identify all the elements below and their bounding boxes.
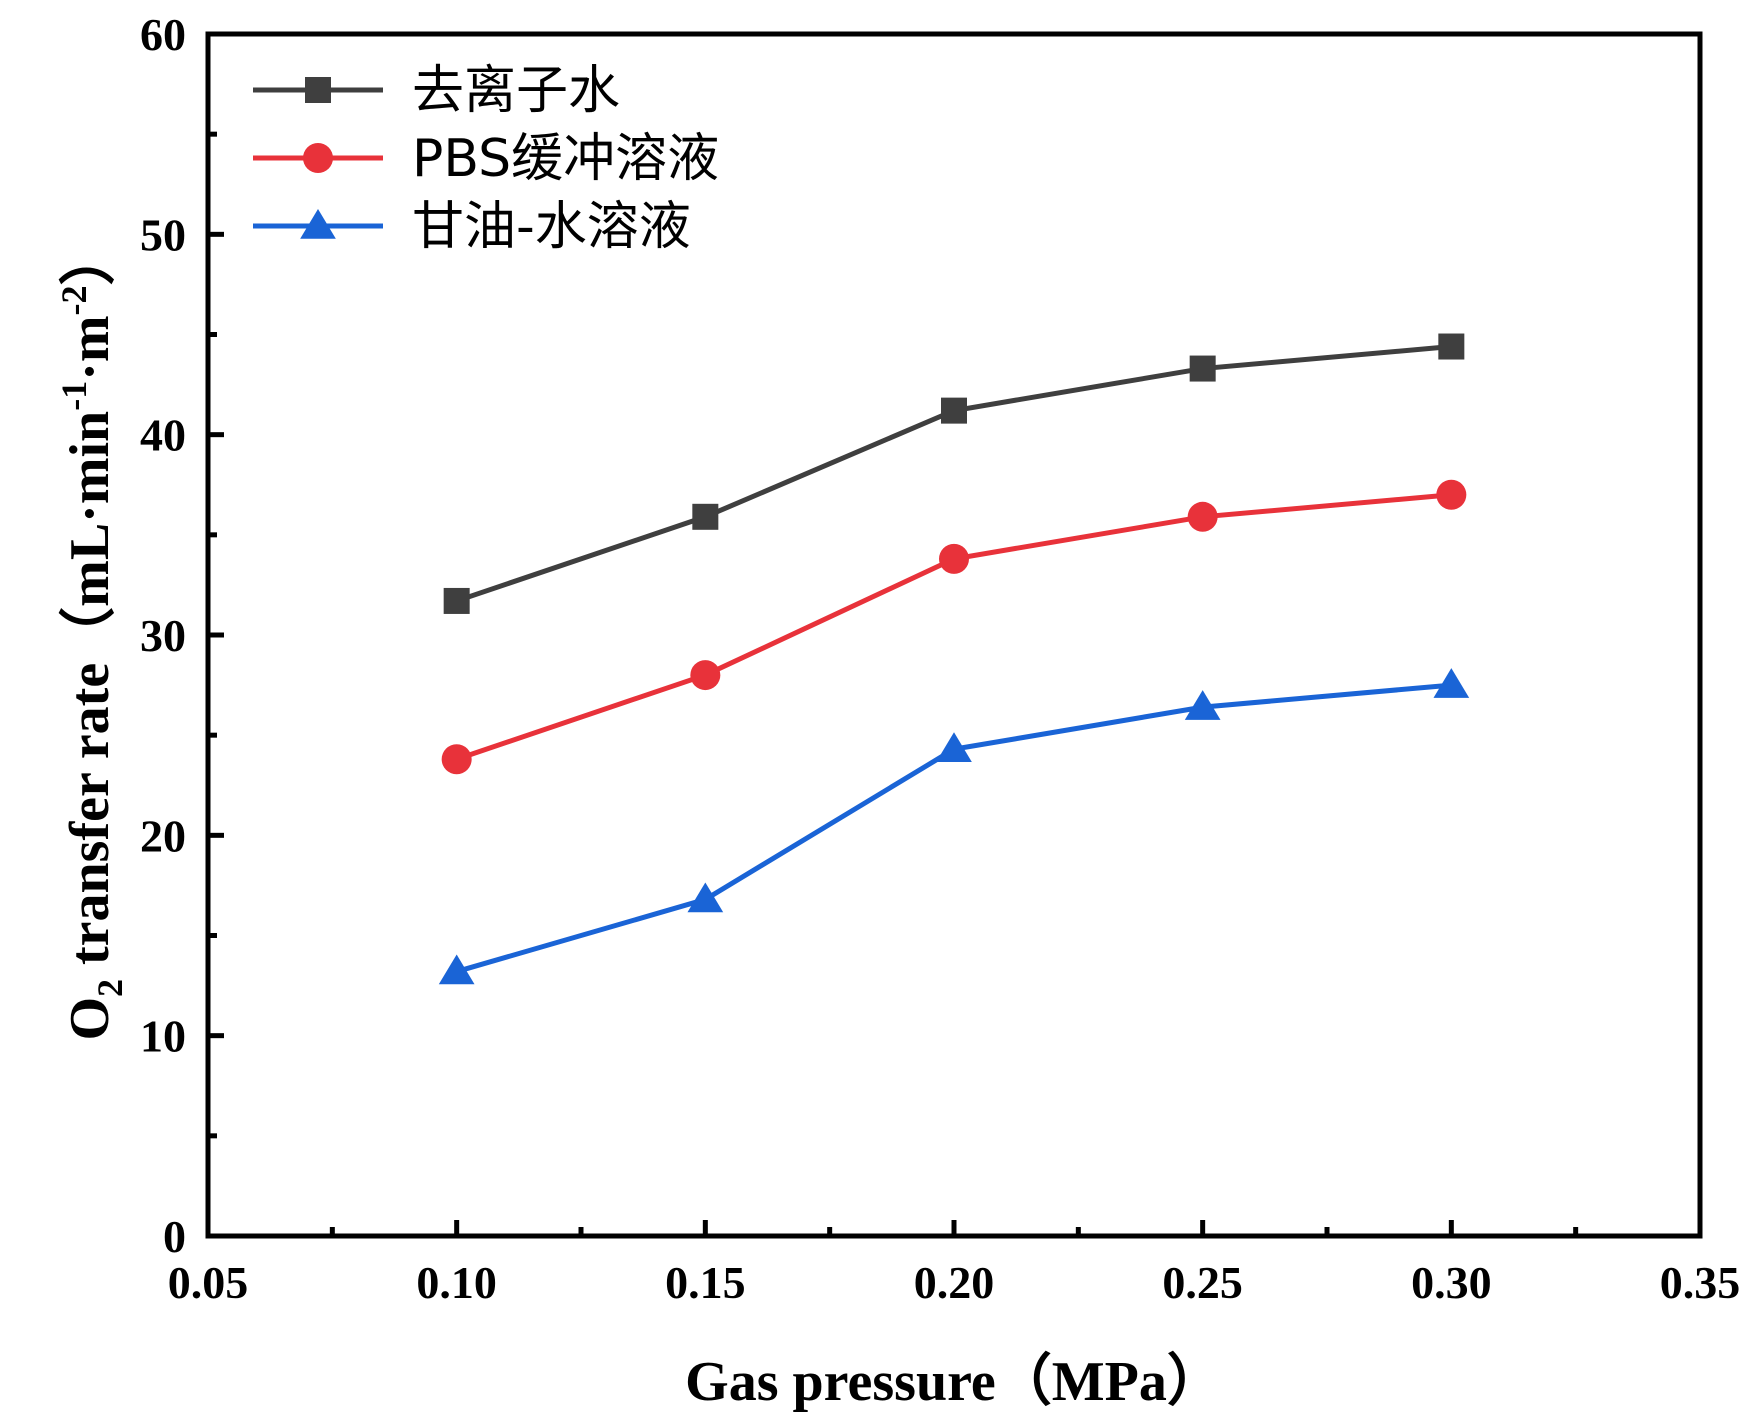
y-axis-title-superscript-1: -1 — [54, 381, 94, 411]
x-tick-label: 0.05 — [168, 1257, 249, 1308]
x-tick-label: 0.15 — [665, 1257, 746, 1308]
legend-label-0: 去离子水 — [412, 61, 620, 121]
series-lines — [455, 344, 1452, 974]
data-point-2-3 — [1184, 690, 1221, 720]
y-tick-label: 20 — [140, 810, 186, 861]
y-tick-label: 40 — [140, 410, 186, 461]
x-tick-label: 0.10 — [416, 1257, 497, 1308]
x-tick-label: 0.35 — [1660, 1257, 1741, 1308]
data-point-0-3 — [1189, 355, 1216, 382]
data-point-2-0 — [438, 954, 475, 985]
data-point-2-1 — [687, 882, 724, 913]
axis-ticks: 0.05 0.10 0.15 0.20 0.25 0.30 0.35 0 10 20 30 40 50 6… — [140, 9, 1740, 1308]
data-point-0-1 — [692, 503, 719, 530]
x-axis-title: Gas pressure（MPa） — [685, 1350, 1223, 1413]
y-tick-label: 30 — [140, 610, 186, 661]
data-point-0-0 — [443, 587, 470, 614]
legend-marker-2 — [300, 209, 336, 239]
x-tick-label: 0.30 — [1411, 1257, 1492, 1308]
y-axis-title-rest: transfer rate（mL·min — [58, 411, 121, 979]
y-axis-title-end: ） — [58, 229, 121, 285]
legend-marker-1 — [303, 143, 333, 173]
y-axis-title-superscript-2: -2 — [54, 285, 94, 315]
data-point-0-4 — [1438, 333, 1465, 360]
legend-label-2: 甘油-水溶液 — [412, 197, 691, 257]
series-line-2 — [455, 682, 1452, 974]
data-point-1-3 — [1187, 501, 1218, 532]
series-line-1 — [455, 492, 1452, 762]
data-point-2-2 — [936, 732, 972, 762]
y-tick-label: 50 — [140, 209, 186, 260]
x-tick-label: 0.20 — [914, 1257, 995, 1308]
data-point-1-1 — [690, 660, 721, 691]
legend-marker-0 — [305, 77, 331, 103]
data-point-1-0 — [441, 744, 472, 775]
y-tick-label: 0 — [163, 1211, 186, 1262]
y-axis-title: O2 transfer rate（mL·min-1·m-2） — [54, 229, 130, 1040]
series-markers — [438, 333, 1470, 985]
data-point-1-4 — [1436, 479, 1467, 510]
x-tick-label: 0.25 — [1162, 1257, 1243, 1308]
data-point-0-2 — [941, 397, 967, 424]
data-point-1-2 — [939, 543, 969, 574]
y-tick-label: 60 — [140, 9, 186, 60]
data-point-2-4 — [1433, 668, 1470, 698]
y-tick-label: 10 — [140, 1011, 186, 1062]
y-axis-title-main: O — [59, 997, 121, 1041]
legend-label-1: PBS缓冲溶液 — [412, 129, 719, 189]
y-axis-title-subscript: 2 — [90, 979, 130, 997]
y-axis-title-mid: ·m — [59, 315, 121, 380]
